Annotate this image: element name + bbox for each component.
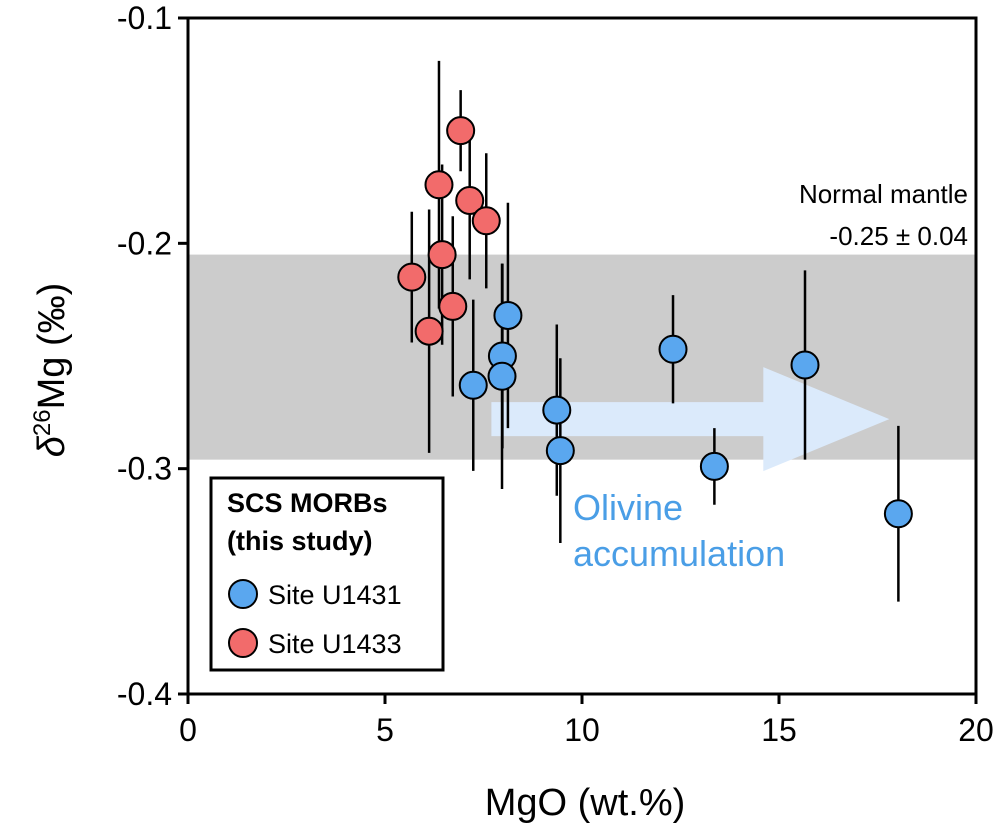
normal-mantle-label: Normal mantle xyxy=(799,179,968,209)
data-point-site-u1433 xyxy=(455,186,485,216)
y-axis-title-superscript: 26 xyxy=(29,409,56,436)
data-point-site-u1433 xyxy=(471,206,501,236)
olivine-label: Olivine xyxy=(573,487,683,528)
data-point-site-u1433 xyxy=(446,116,476,146)
data-point-site-u1433 xyxy=(438,291,468,321)
legend-label-site-u1431: Site U1431 xyxy=(268,580,402,610)
y-tick-label: -0.2 xyxy=(117,225,172,261)
data-point-site-u1431 xyxy=(699,451,729,481)
data-point-site-u1431 xyxy=(545,436,575,466)
data-points xyxy=(397,60,913,602)
y-tick-label: -0.3 xyxy=(117,451,172,487)
olivine-accumulation-arrow xyxy=(491,367,890,472)
y-axis-title-symbol: δ xyxy=(31,435,73,457)
data-point-site-u1433 xyxy=(397,262,427,292)
x-tick-label: 20 xyxy=(958,712,994,748)
data-point-site-u1431 xyxy=(487,361,517,391)
legend-marker-site-u1431 xyxy=(228,579,258,609)
x-tick-label: 5 xyxy=(376,712,394,748)
data-point-site-u1431 xyxy=(658,334,688,364)
y-tick-label: -0.4 xyxy=(117,676,172,712)
x-tick-label: 10 xyxy=(564,712,600,748)
data-point-site-u1431 xyxy=(458,370,488,400)
y-axis-title-rest: Mg (‰) xyxy=(31,283,73,410)
legend-marker-site-u1433 xyxy=(228,628,258,658)
data-point-site-u1431 xyxy=(883,499,913,529)
x-axis-title: MgO (wt.%) xyxy=(485,782,686,824)
legend-title: SCS MORBs xyxy=(227,488,388,518)
legend: SCS MORBs (this study) Site U1431 Site U… xyxy=(209,476,445,672)
y-axis-title: δ26Mg (‰) xyxy=(29,283,73,457)
plot-area: 0 5 10 15 20 -0.1 -0.2 -0.3 -0.4 xyxy=(117,0,994,748)
data-point-site-u1431 xyxy=(542,395,572,425)
x-tick-label: 15 xyxy=(761,712,797,748)
legend-label-site-u1433: Site U1433 xyxy=(268,629,402,659)
x-tick-label: 0 xyxy=(179,712,197,748)
data-point-site-u1431 xyxy=(790,350,820,380)
legend-subtitle: (this study) xyxy=(227,526,373,556)
accumulation-label: accumulation xyxy=(573,533,785,574)
data-point-site-u1433 xyxy=(427,240,457,270)
data-point-site-u1433 xyxy=(424,170,454,200)
normal-mantle-value: -0.25 ± 0.04 xyxy=(829,221,968,251)
data-point-site-u1431 xyxy=(493,300,523,330)
y-tick-label: -0.1 xyxy=(117,0,172,36)
data-point-site-u1433 xyxy=(414,316,444,346)
